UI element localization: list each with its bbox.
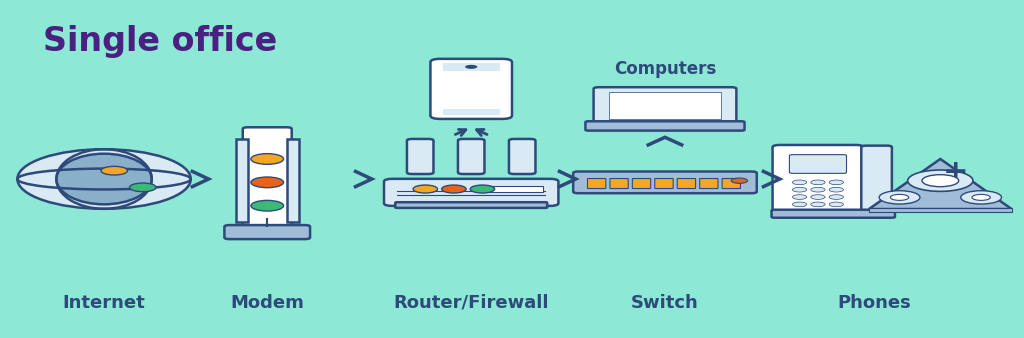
Circle shape [470,185,495,193]
Circle shape [793,202,807,207]
Bar [869,209,1012,212]
Bar [609,92,721,119]
FancyBboxPatch shape [588,178,606,189]
Circle shape [890,194,908,200]
Circle shape [793,180,807,185]
Bar [236,139,248,222]
FancyBboxPatch shape [384,179,558,206]
Circle shape [793,195,807,199]
Text: +: + [943,158,969,187]
Circle shape [441,185,466,193]
FancyBboxPatch shape [573,171,757,193]
Circle shape [829,195,844,199]
Polygon shape [869,159,1012,209]
Circle shape [880,191,920,204]
FancyBboxPatch shape [722,178,740,189]
FancyBboxPatch shape [395,202,547,208]
FancyBboxPatch shape [677,178,695,189]
FancyBboxPatch shape [633,178,650,189]
Text: Router/Firewall: Router/Firewall [393,293,549,312]
Circle shape [465,65,477,69]
Text: Phones: Phones [838,293,911,312]
Circle shape [731,178,748,183]
Circle shape [251,154,284,164]
FancyBboxPatch shape [243,127,292,231]
Bar [287,139,299,222]
FancyBboxPatch shape [790,155,847,173]
FancyBboxPatch shape [224,225,310,239]
Circle shape [829,202,844,207]
Text: Single office: Single office [43,25,278,58]
FancyBboxPatch shape [458,139,484,174]
Bar [442,63,500,71]
Circle shape [922,175,958,187]
FancyBboxPatch shape [586,121,744,130]
Circle shape [251,177,284,188]
Circle shape [972,194,990,200]
FancyBboxPatch shape [654,178,673,189]
FancyBboxPatch shape [861,146,892,212]
Text: Switch: Switch [631,293,698,312]
Circle shape [101,166,128,175]
Text: Computers: Computers [613,60,716,78]
Circle shape [811,180,825,185]
Circle shape [811,187,825,192]
FancyBboxPatch shape [699,178,718,189]
Circle shape [811,195,825,199]
FancyBboxPatch shape [430,59,512,119]
FancyBboxPatch shape [407,139,433,174]
Bar [442,109,500,115]
FancyBboxPatch shape [509,139,536,174]
Circle shape [413,185,437,193]
Circle shape [811,202,825,207]
Ellipse shape [17,149,190,209]
Circle shape [961,191,1001,204]
Circle shape [251,200,284,211]
FancyBboxPatch shape [610,178,629,189]
Text: Internet: Internet [62,293,145,312]
Circle shape [130,183,156,192]
FancyBboxPatch shape [594,87,736,124]
Circle shape [907,170,973,191]
Circle shape [829,180,844,185]
FancyBboxPatch shape [771,210,895,218]
Bar [481,186,543,192]
Text: Modem: Modem [230,293,304,312]
FancyBboxPatch shape [772,145,863,213]
Ellipse shape [56,154,152,204]
Circle shape [793,187,807,192]
Circle shape [829,187,844,192]
